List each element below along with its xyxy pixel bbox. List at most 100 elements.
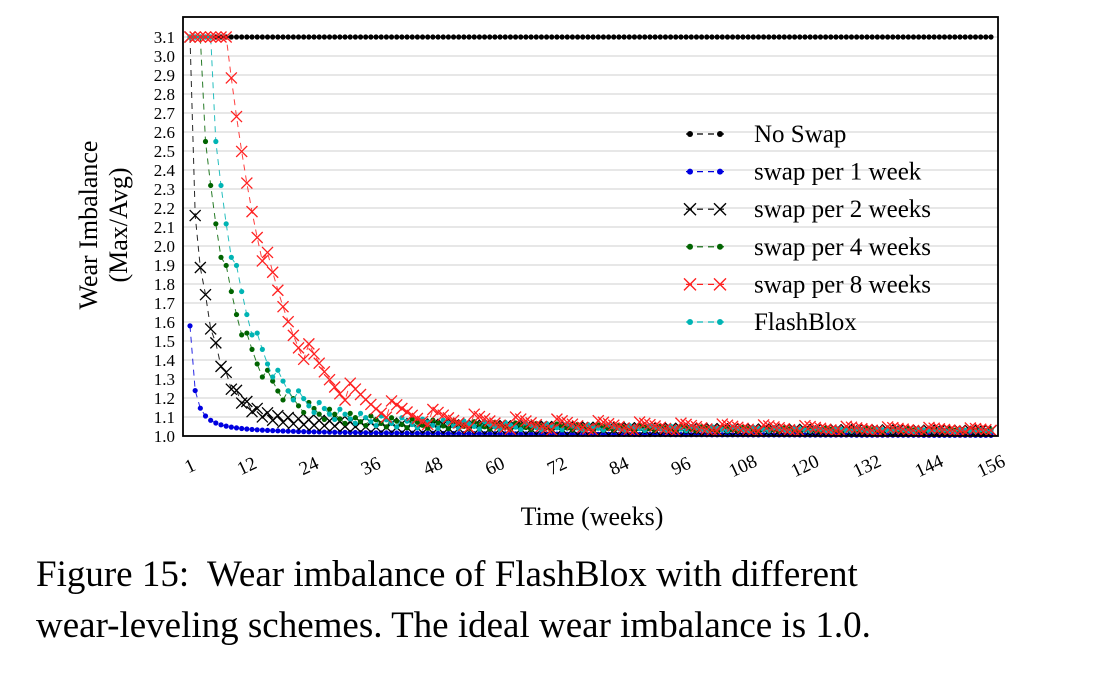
data-point <box>921 34 927 40</box>
x-tick-label: 72 <box>544 453 570 480</box>
data-point <box>419 34 426 40</box>
data-point <box>626 34 632 40</box>
data-point <box>326 406 333 412</box>
x-tick-label: 1 <box>181 455 198 478</box>
data-point <box>435 425 441 431</box>
data-point <box>928 422 941 435</box>
data-point <box>419 422 426 428</box>
data-point <box>912 425 925 438</box>
data-point <box>907 424 920 437</box>
data-point <box>487 426 493 432</box>
data-point <box>487 431 493 437</box>
legend-label: swap per 4 weeks <box>754 234 931 261</box>
data-point <box>466 431 472 437</box>
data-point <box>824 423 837 436</box>
data-point <box>669 424 682 437</box>
data-point <box>326 34 333 40</box>
data-point <box>892 422 904 435</box>
data-point <box>385 394 398 407</box>
data-point <box>695 421 708 434</box>
data-point <box>833 34 839 40</box>
data-point <box>352 34 358 40</box>
data-point <box>549 34 555 40</box>
data-point <box>342 411 348 417</box>
x-tick-label: 144 <box>912 451 947 482</box>
data-point <box>425 34 431 40</box>
y-tick-label: 1.5 <box>154 332 175 351</box>
data-point <box>742 423 755 436</box>
data-point <box>230 110 243 123</box>
y-tick-label: 2.2 <box>154 199 175 218</box>
data-point <box>373 422 379 429</box>
data-point <box>223 262 229 269</box>
data-point <box>674 417 687 430</box>
data-point <box>699 34 705 40</box>
data-point <box>383 430 389 436</box>
x-tick-label: 48 <box>420 453 446 480</box>
data-point <box>316 34 322 40</box>
data-point <box>445 426 451 432</box>
data-point <box>430 34 436 40</box>
data-point <box>228 34 234 40</box>
legend-label: FlashBlox <box>754 309 857 336</box>
legend-label: swap per 1 week <box>754 159 922 186</box>
data-point <box>306 403 312 409</box>
data-point <box>636 34 643 40</box>
data-point <box>492 34 498 40</box>
data-point <box>652 34 658 40</box>
series-no-swap <box>187 34 994 40</box>
data-point <box>766 428 772 434</box>
data-point <box>218 182 224 189</box>
data-point <box>931 34 937 40</box>
y-tick-label: 1.1 <box>154 408 175 427</box>
data-point <box>394 430 400 436</box>
data-point <box>189 209 202 222</box>
data-point <box>270 428 276 434</box>
data-point <box>240 395 253 408</box>
data-point <box>313 357 326 370</box>
data-point <box>271 284 284 297</box>
data-point <box>874 34 880 40</box>
y-tick-label: 2.9 <box>154 66 175 85</box>
data-point <box>461 34 467 40</box>
data-point <box>440 34 446 40</box>
x-tick-label: 120 <box>788 451 823 482</box>
data-point <box>605 34 612 40</box>
data-point <box>297 353 310 366</box>
legend-marker <box>687 131 693 137</box>
data-point <box>819 423 832 436</box>
data-point <box>332 416 338 423</box>
data-point <box>256 410 269 423</box>
data-point <box>435 430 441 436</box>
data-point <box>347 410 353 416</box>
data-point <box>688 34 694 40</box>
data-point <box>213 420 219 426</box>
data-point <box>352 420 358 426</box>
data-point <box>280 34 286 40</box>
data-point <box>370 402 382 415</box>
data-point <box>569 34 576 40</box>
data-point <box>463 421 476 434</box>
data-point <box>246 205 258 218</box>
data-point <box>664 423 677 436</box>
data-point <box>559 423 565 429</box>
data-point <box>962 34 968 40</box>
data-point <box>642 34 648 40</box>
data-point <box>373 430 379 436</box>
data-point <box>854 34 860 40</box>
data-point <box>897 423 910 436</box>
data-point <box>233 262 240 269</box>
data-point <box>215 31 227 43</box>
data-point <box>187 323 193 329</box>
data-point <box>375 407 388 420</box>
data-point <box>209 336 222 349</box>
data-point <box>545 423 558 436</box>
data-point <box>261 246 274 259</box>
legend-marker <box>687 319 693 325</box>
data-point <box>270 34 276 40</box>
data-point <box>425 425 431 431</box>
y-axis-title-line-1: Wear Imbalance <box>74 141 103 310</box>
data-point <box>776 34 782 40</box>
data-point <box>390 398 403 411</box>
data-point <box>277 300 289 313</box>
